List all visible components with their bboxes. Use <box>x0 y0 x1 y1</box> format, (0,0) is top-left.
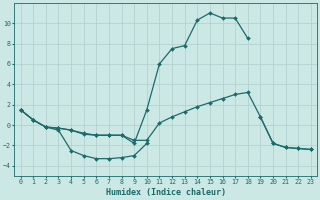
X-axis label: Humidex (Indice chaleur): Humidex (Indice chaleur) <box>106 188 226 197</box>
